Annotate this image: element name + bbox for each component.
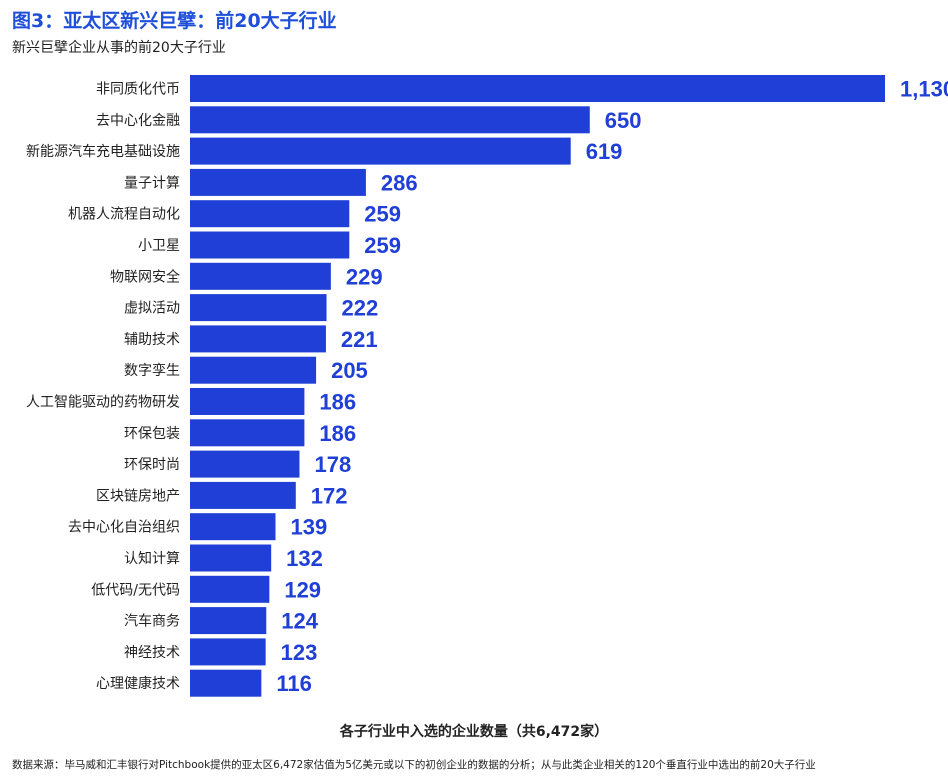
value-label: 286 <box>381 170 418 195</box>
category-label: 虚拟活动 <box>124 301 180 317</box>
chart-subtitle: 新兴巨擘企业从事的前20大子行业 <box>12 40 226 56</box>
bar <box>190 481 296 509</box>
value-label: 221 <box>341 327 378 352</box>
category-label: 辅助技术 <box>124 332 180 348</box>
bar <box>190 137 571 165</box>
bar <box>190 325 326 353</box>
value-label: 129 <box>284 577 321 602</box>
value-label: 222 <box>342 296 379 321</box>
category-label: 去中心化自治组织 <box>68 520 180 536</box>
bar <box>190 356 317 384</box>
value-label: 139 <box>290 515 327 540</box>
value-label: 1,130 <box>900 77 948 102</box>
category-label: 汽车商务 <box>124 613 180 630</box>
bar <box>190 575 270 603</box>
value-label: 205 <box>331 358 368 383</box>
value-label: 259 <box>364 202 401 227</box>
category-label: 量子计算 <box>124 175 180 191</box>
value-label: 619 <box>586 139 623 164</box>
bar <box>190 544 272 572</box>
value-label: 178 <box>314 452 351 477</box>
bar <box>190 168 366 196</box>
value-label: 229 <box>346 264 383 289</box>
category-label: 非同质化代币 <box>96 82 180 98</box>
category-label: 认知计算 <box>124 550 180 567</box>
bar <box>190 669 262 697</box>
value-label: 650 <box>605 108 642 133</box>
category-label: 低代码/无代码 <box>91 582 180 598</box>
value-label: 172 <box>311 483 348 508</box>
value-label: 186 <box>319 421 356 446</box>
category-label: 物联网安全 <box>110 268 180 285</box>
category-label: 环保包装 <box>124 426 180 442</box>
category-label: 神经技术 <box>124 645 180 661</box>
value-label: 123 <box>281 640 318 665</box>
category-label: 区块链房地产 <box>96 488 180 504</box>
bar <box>190 75 885 102</box>
source-note: 数据来源：毕马威和汇丰银行对Pitchbook提供的亚太区6,472家估值为5亿… <box>12 759 816 771</box>
category-label: 去中心化金融 <box>96 113 180 129</box>
value-label: 116 <box>276 671 312 696</box>
category-label: 环保时尚 <box>124 457 180 473</box>
value-label: 186 <box>319 390 356 415</box>
bar <box>190 106 590 134</box>
category-label: 人工智能驱动的药物研发 <box>26 395 180 411</box>
value-label: 259 <box>364 233 401 258</box>
bar <box>190 388 305 415</box>
bar <box>190 450 300 478</box>
chart-title: 图3：亚太区新兴巨擘：前20大子行业 <box>12 10 337 32</box>
category-label: 心理健康技术 <box>96 675 180 692</box>
bar <box>190 200 350 228</box>
bar <box>190 513 276 541</box>
category-label: 数字孪生 <box>124 362 180 379</box>
value-label: 132 <box>286 546 323 571</box>
bar <box>190 419 305 447</box>
bar <box>190 638 266 666</box>
bar <box>190 231 350 259</box>
bar <box>190 294 327 322</box>
x-axis-label: 各子行业中入选的企业数量（共6,472家） <box>339 724 609 740</box>
category-label: 小卫星 <box>138 238 180 254</box>
bar <box>190 607 267 635</box>
bar <box>190 262 331 290</box>
category-label: 新能源汽车充电基础设施 <box>26 143 180 160</box>
value-label: 124 <box>281 609 318 634</box>
category-label: 机器人流程自动化 <box>68 207 180 223</box>
